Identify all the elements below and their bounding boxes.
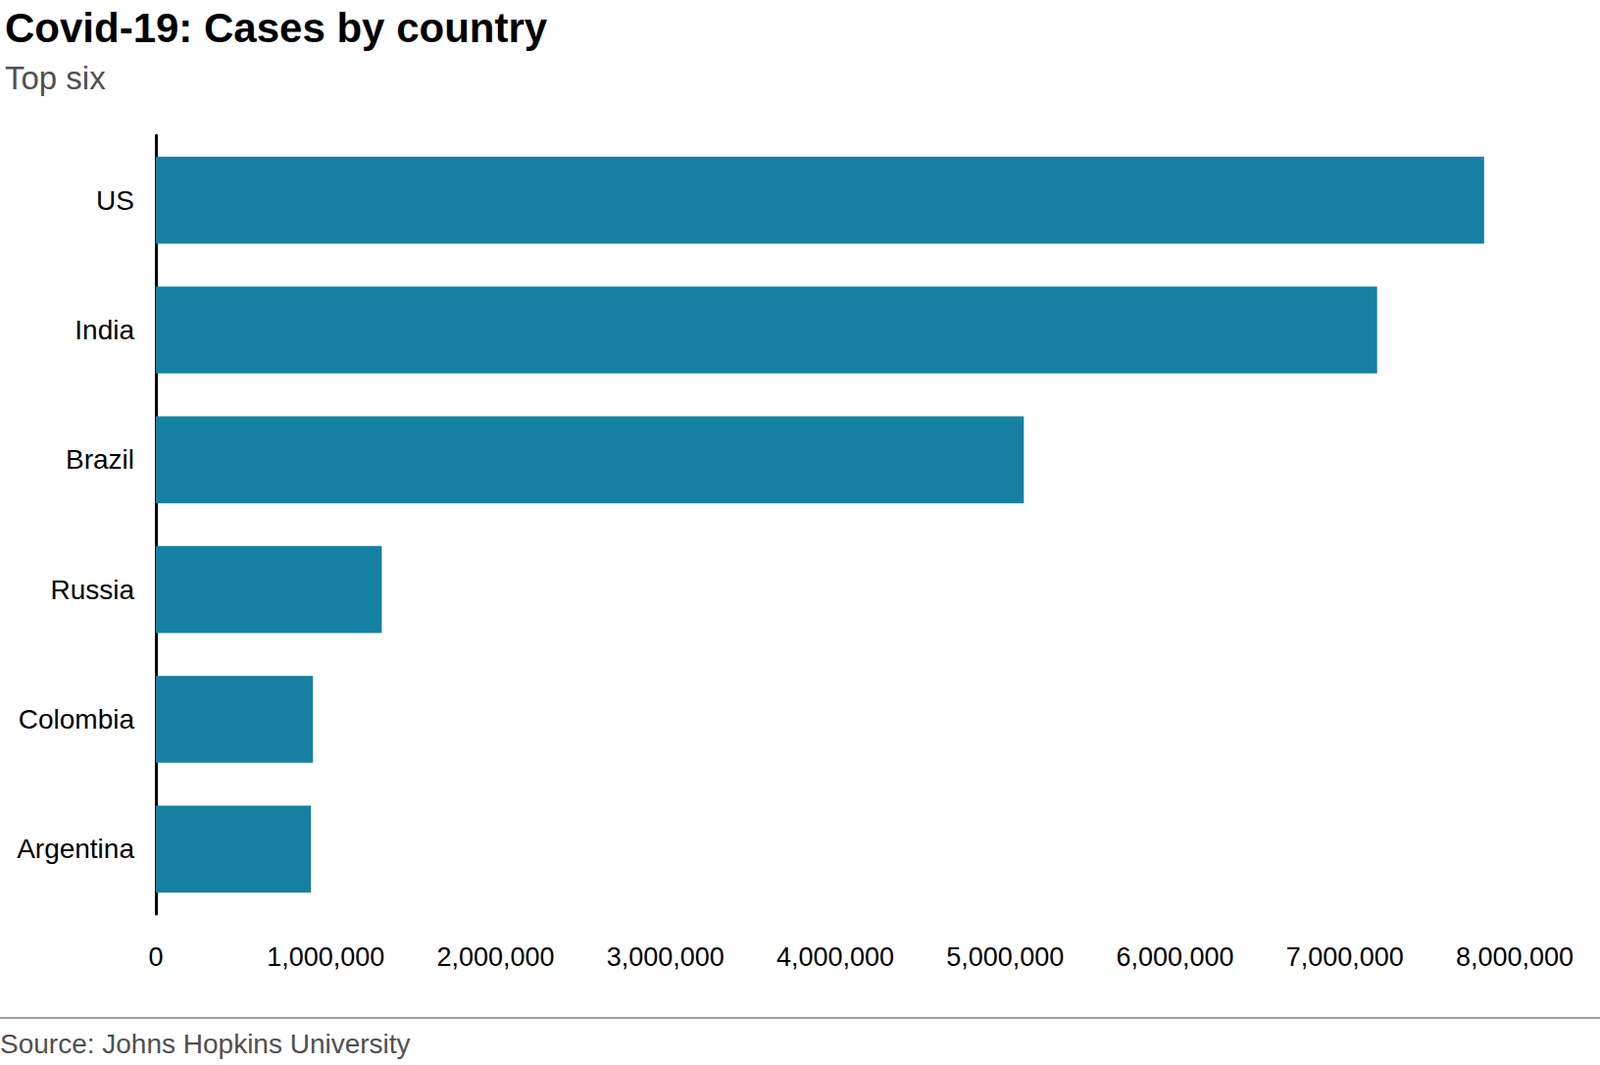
- svg-text:Covid-19: Cases by country: Covid-19: Cases by country: [4, 4, 549, 51]
- svg-text:4,000,000: 4,000,000: [776, 942, 895, 972]
- svg-text:US: US: [96, 185, 135, 216]
- svg-text:Source: Johns Hopkins Universi: Source: Johns Hopkins University: [0, 1028, 411, 1059]
- svg-text:2,000,000: 2,000,000: [436, 942, 554, 972]
- svg-text:6,000,000: 6,000,000: [1115, 942, 1234, 972]
- svg-text:Russia: Russia: [50, 574, 135, 605]
- svg-text:India: India: [74, 314, 135, 346]
- svg-text:Brazil: Brazil: [65, 444, 135, 475]
- svg-text:1,000,000: 1,000,000: [266, 942, 385, 972]
- svg-text:3,000,000: 3,000,000: [606, 942, 725, 972]
- svg-text:Top six: Top six: [4, 59, 106, 97]
- svg-text:Colombia: Colombia: [18, 703, 136, 735]
- svg-text:7,000,000: 7,000,000: [1286, 942, 1404, 972]
- svg-text:8,000,000: 8,000,000: [1455, 942, 1574, 972]
- svg-text:Argentina: Argentina: [16, 833, 135, 864]
- svg-text:0: 0: [148, 942, 163, 972]
- svg-text:5,000,000: 5,000,000: [946, 942, 1064, 972]
